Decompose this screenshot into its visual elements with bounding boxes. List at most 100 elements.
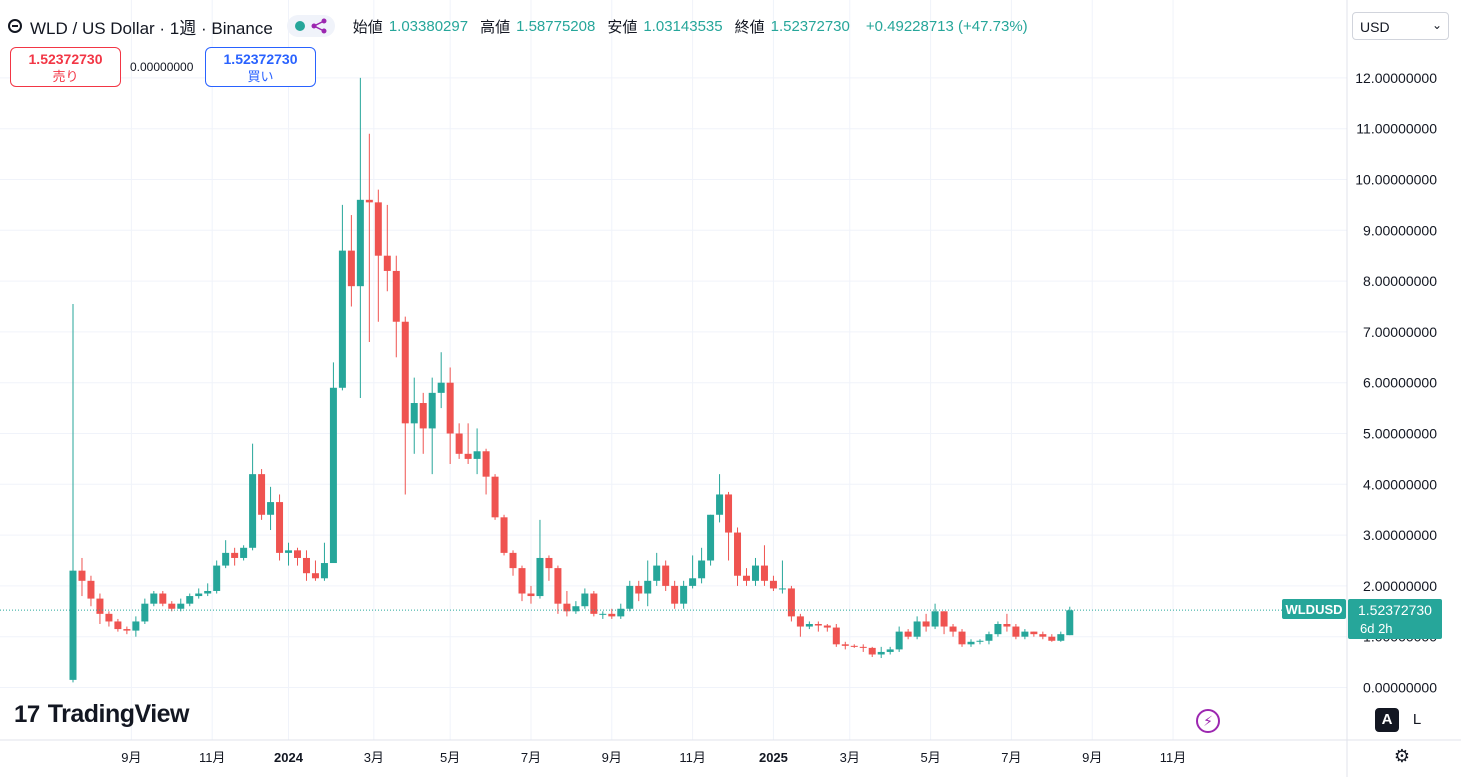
candle-body	[231, 552, 239, 558]
candle-body	[940, 611, 948, 627]
x-tick-label: 11月	[1160, 750, 1187, 765]
candle-body	[491, 476, 499, 518]
candle-body	[778, 588, 786, 590]
candle-body	[581, 593, 589, 607]
countdown-tag: 6d 2h	[1360, 621, 1393, 636]
candle-body	[311, 573, 319, 579]
candle-body	[159, 593, 167, 604]
candle-body	[114, 621, 122, 630]
candle-body	[294, 550, 301, 558]
auto-scale-button[interactable]: A	[1375, 708, 1399, 732]
y-tick-label: 3.00000000	[1363, 527, 1437, 543]
candle-body	[913, 621, 921, 637]
x-tick-label: 3月	[364, 750, 384, 765]
time-axis[interactable]: 9月 11月 2024 3月 5月 7月 9月 11月 2025 3月 5月 7月 9月 11月	[121, 750, 1186, 765]
y-tick-label: 12.00000000	[1355, 70, 1437, 86]
candle-body	[787, 588, 795, 617]
candle-body	[868, 647, 876, 655]
spread-value: 0.00000000	[130, 60, 194, 74]
alert-icon[interactable]	[311, 18, 327, 34]
candle-body	[823, 625, 831, 628]
candle-body	[554, 568, 562, 604]
x-tick-label: 9月	[1082, 750, 1102, 765]
open-label: 始値	[352, 18, 383, 36]
x-tick-label: 5月	[920, 750, 940, 765]
candle-body	[177, 603, 185, 609]
candle-body	[662, 565, 670, 586]
candle-body	[689, 578, 697, 586]
candle-body	[356, 199, 364, 287]
price-axis[interactable]: 0.000000001.000000002.000000003.00000000…	[1355, 70, 1437, 696]
y-tick-label: 11.00000000	[1356, 121, 1437, 137]
candle-body	[347, 250, 355, 287]
candle-body	[814, 624, 822, 626]
currency-select[interactable]: USD ⌄	[1352, 12, 1449, 40]
candle-body	[626, 585, 634, 609]
y-tick-label: 0.00000000	[1363, 680, 1437, 696]
high-value: 1.58775208	[516, 17, 596, 35]
candle-body	[123, 629, 131, 631]
candle-body	[904, 631, 912, 637]
logo-icon	[8, 19, 22, 33]
candle-body	[877, 651, 885, 655]
candle-body	[150, 593, 158, 604]
change-value: +0.49228713 (+47.73%)	[865, 17, 1028, 35]
candle-body	[805, 624, 813, 627]
candle-body	[1039, 634, 1047, 637]
candle-body	[545, 557, 553, 569]
buy-label: 買い	[247, 69, 274, 84]
settings-icon[interactable]: ⚙	[1393, 746, 1411, 766]
x-tick-label: 11月	[679, 750, 706, 765]
candle-body	[707, 514, 715, 561]
candle-body	[419, 403, 427, 429]
candle-series	[69, 77, 1074, 683]
candle-body	[195, 593, 203, 597]
candle-body	[258, 474, 266, 515]
candle-body	[994, 624, 1002, 635]
candle-body	[734, 532, 742, 576]
sell-button[interactable]: 1.52372730 売り	[10, 47, 121, 87]
candle-body	[922, 621, 930, 627]
candle-body	[222, 552, 230, 566]
candle-body	[455, 433, 463, 454]
candle-body	[132, 621, 140, 631]
buy-price: 1.52372730	[223, 51, 298, 67]
candle-body	[500, 517, 508, 553]
candle-body	[635, 585, 643, 594]
buy-button[interactable]: 1.52372730 買い	[205, 47, 316, 87]
flash-icon[interactable]: ⚡	[1196, 709, 1220, 733]
status-pill[interactable]	[286, 15, 335, 37]
x-tick-label: 7月	[521, 750, 541, 765]
candle-body	[105, 613, 113, 622]
y-tick-label: 5.00000000	[1363, 426, 1437, 442]
candle-body	[590, 593, 598, 614]
candle-body	[1030, 631, 1038, 635]
chart-header: WLD / US Dollar · 1週 · Binance 始値 1.03380…	[8, 12, 1028, 40]
candle-body	[249, 474, 257, 548]
symbol-title[interactable]: WLD / US Dollar · 1週 · Binance	[30, 18, 273, 38]
candle-body	[536, 557, 544, 597]
candle-body	[383, 255, 391, 271]
candle-body	[1048, 636, 1056, 641]
log-scale-button[interactable]: L	[1412, 711, 1422, 728]
candle-body	[967, 641, 975, 645]
candle-body	[240, 547, 248, 558]
candle-body	[958, 631, 966, 645]
tradingview-logo[interactable]: 17 TradingView	[14, 700, 190, 729]
candle-body	[186, 596, 194, 604]
x-tick-label: 7月	[1001, 750, 1021, 765]
candle-body	[446, 382, 454, 434]
candle-body	[320, 563, 328, 579]
candle-body	[859, 646, 867, 648]
candle-body	[895, 631, 903, 650]
candle-body	[886, 649, 894, 652]
y-tick-label: 4.00000000	[1363, 476, 1437, 492]
y-tick-label: 8.00000000	[1363, 273, 1437, 289]
open-value: 1.03380297	[388, 17, 469, 35]
candle-body	[204, 590, 212, 594]
candle-body	[931, 611, 939, 627]
candle-body	[563, 603, 571, 612]
ohlc-values: 始値 1.03380297 高値 1.58775208 安値 1.03143535 終…	[353, 16, 1028, 37]
market-open-icon	[294, 21, 305, 31]
